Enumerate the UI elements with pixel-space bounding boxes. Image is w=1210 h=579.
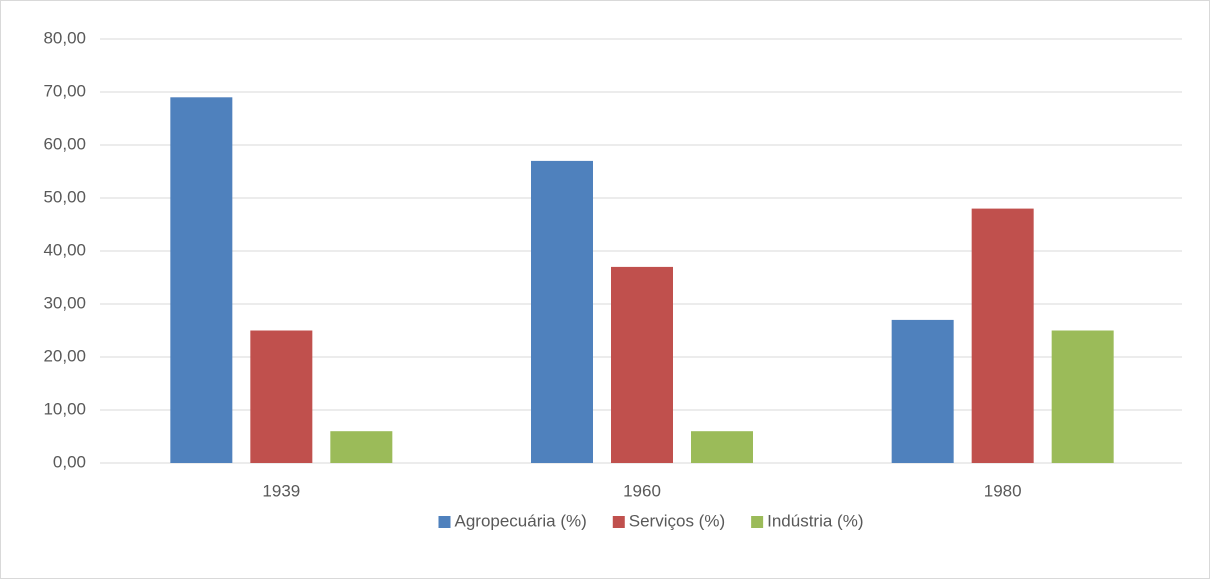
y-tick-label: 60,00	[43, 134, 86, 153]
y-tick-label: 0,00	[53, 452, 86, 471]
legend-swatch	[438, 516, 451, 528]
y-tick-label: 10,00	[43, 399, 86, 418]
y-tick-label: 40,00	[43, 240, 86, 259]
x-tick-label: 1939	[262, 481, 300, 500]
x-tick-label: 1960	[623, 481, 661, 500]
bar	[891, 319, 954, 463]
y-tick-label: 20,00	[43, 346, 86, 365]
y-tick-label: 70,00	[43, 81, 86, 100]
legend-swatch	[612, 516, 625, 528]
legend-label: Indústria (%)	[767, 511, 863, 530]
y-tick-label: 80,00	[43, 28, 86, 47]
x-tick-label: 1980	[984, 481, 1022, 500]
bar	[1051, 330, 1114, 463]
bar	[330, 431, 393, 463]
y-tick-label: 50,00	[43, 187, 86, 206]
y-tick-label: 30,00	[43, 293, 86, 312]
legend-label: Serviços (%)	[629, 511, 725, 530]
bar	[691, 431, 753, 463]
bar	[170, 97, 233, 464]
bar	[611, 266, 673, 463]
legend-swatch	[751, 516, 764, 528]
legend-label: Agropecuária (%)	[454, 511, 586, 530]
bar	[531, 160, 593, 463]
bar	[250, 330, 313, 463]
bar	[971, 208, 1034, 463]
